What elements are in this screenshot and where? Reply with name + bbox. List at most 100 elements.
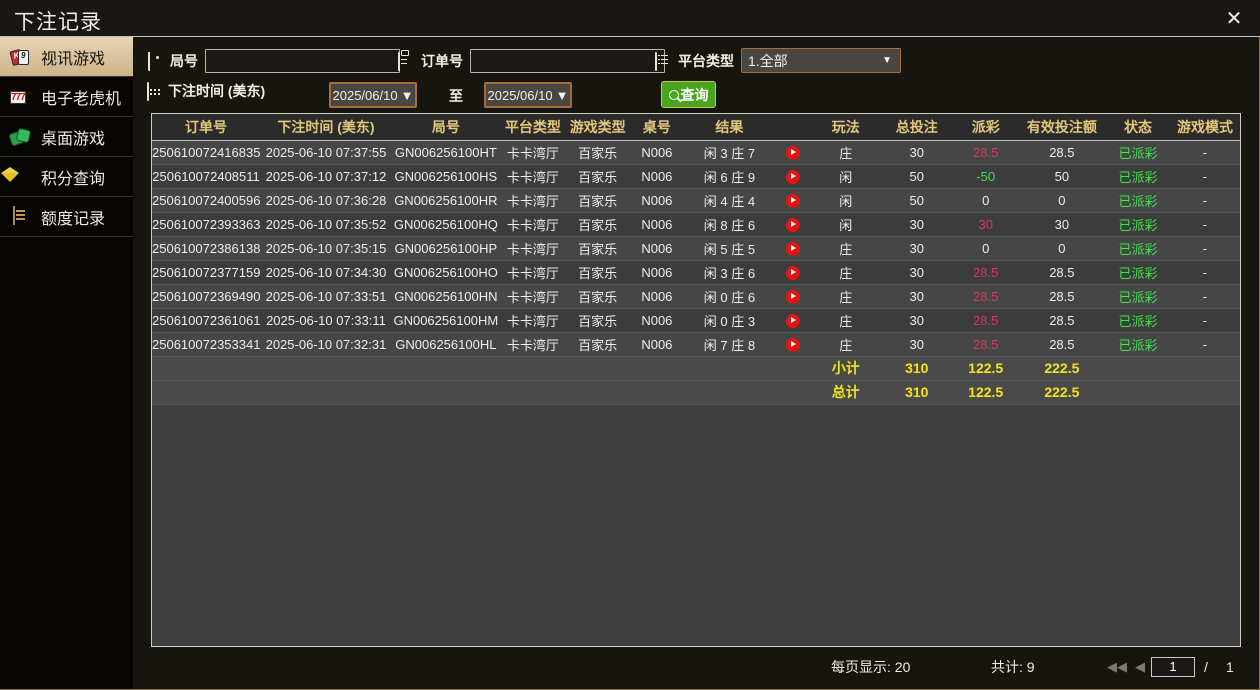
close-icon[interactable]: ✕ [1225,6,1243,30]
cell-valid: 28.5 [1017,284,1107,309]
play-video-button[interactable] [774,212,812,237]
play-icon[interactable] [786,241,801,256]
total-pages-label: 1 [1226,659,1234,675]
cell-game: 百家乐 [565,308,630,333]
cell-play: 庄 [811,140,880,165]
list-icon [655,51,671,71]
cell-payout: 28.5 [953,284,1018,309]
cell-platform: 卡卡湾厅 [499,308,566,333]
play-icon[interactable] [786,313,801,328]
cell-bet: 30 [879,260,954,285]
play-video-button[interactable] [774,164,812,189]
summary-valid: 222.5 [1017,380,1107,405]
sidebar-item-credit-records[interactable]: 额度记录 [0,197,133,237]
cell-round: GN006256100HR [391,188,500,213]
cell-game: 百家乐 [565,284,630,309]
cell-mode: - [1169,140,1240,165]
cell-bet: 30 [879,308,954,333]
platform-type-select[interactable]: 1.全部 ▼ [741,48,901,73]
cell-table: N006 [629,308,685,333]
play-video-button[interactable] [774,188,812,213]
bet-records-table-container[interactable]: 订单号 下注时间 (美东) 局号 平台类型 游戏类型 桌号 结果 玩法 总投注 派彩 有效投注额 状态… [151,113,1241,647]
cell-mode: - [1169,284,1240,309]
sidebar-item-label: 视讯游戏 [41,50,106,68]
sidebar-item-live-games[interactable]: 视讯游戏 [0,37,146,77]
play-icon[interactable] [786,337,801,352]
table-row[interactable]: 250610072416835 2025-06-10 07:37:55 GN0062… [152,140,1240,165]
cell-bet: 50 [879,188,954,213]
query-button-label: 查询 [680,86,709,103]
play-video-button[interactable] [774,260,812,285]
play-icon[interactable] [786,289,801,304]
cell-platform: 卡卡湾厅 [499,212,566,237]
table-row[interactable]: 250610072408511 2025-06-10 07:37:12 GN0062… [152,164,1240,189]
play-icon[interactable] [786,265,801,280]
cell-game: 百家乐 [565,188,630,213]
sidebar-item-slots[interactable]: 777 电子老虎机 [0,77,133,117]
play-video-button[interactable] [774,332,812,357]
cell-payout: 28.5 [953,140,1018,165]
round-input[interactable] [205,49,400,73]
sidebar-item-points-query[interactable]: 积分查询 [0,157,133,197]
cell-valid: 28.5 [1017,260,1107,285]
play-icon[interactable] [786,217,801,232]
table-row[interactable]: 250610072353341 2025-06-10 07:32:31 GN0062… [152,332,1240,357]
page-number-input[interactable]: 1 [1151,657,1195,677]
play-icon[interactable] [786,145,801,160]
play-icon[interactable] [786,193,801,208]
play-icon[interactable] [786,169,801,184]
summary-spacer [152,356,812,381]
cell-result: 闲 7 庄 8 [684,332,775,357]
prev-page-button[interactable]: ◀ [1135,659,1145,674]
cell-status: 已派彩 [1106,332,1170,357]
cell-status: 已派彩 [1106,260,1170,285]
cell-platform: 卡卡湾厅 [499,332,566,357]
column-header: 状态 [1106,114,1170,141]
order-input[interactable] [470,49,665,73]
date-from-picker[interactable]: 2025/06/10 ▼ [329,82,417,108]
date-from-value: 2025/06/10 [332,87,398,103]
summary-valid: 222.5 [1017,356,1107,381]
cell-play: 庄 [811,236,880,261]
cell-game: 百家乐 [565,332,630,357]
summary-bet: 310 [879,380,954,405]
play-video-button[interactable] [774,308,812,333]
cell-status: 已派彩 [1106,140,1170,165]
bet-records-table: 订单号 下注时间 (美东) 局号 平台类型 游戏类型 桌号 结果 玩法 总投注 派彩 有效投注额 状态… [152,114,1240,405]
cell-play: 闲 [811,188,880,213]
cell-time: 2025-06-10 07:35:52 [260,212,392,237]
table-row[interactable]: 250610072393363 2025-06-10 07:35:52 GN0062… [152,212,1240,237]
sidebar-item-table-games[interactable]: 桌面游戏 [0,117,133,157]
cell-valid: 0 [1017,188,1107,213]
date-to-picker[interactable]: 2025/06/10 ▼ [484,82,572,108]
cell-result: 闲 0 庄 3 [684,308,775,333]
play-video-button[interactable] [774,140,812,165]
column-header: 有效投注额 [1017,114,1107,141]
bet-time-label: 下注时间 (美东) [168,83,266,99]
play-video-button[interactable] [774,236,812,261]
cell-mode: - [1169,236,1240,261]
page-separator: / [1204,659,1208,675]
sidebar-item-label: 积分查询 [41,170,106,188]
cell-valid: 30 [1017,212,1107,237]
cell-payout: 28.5 [953,260,1018,285]
play-video-button[interactable] [774,284,812,309]
cell-mode: - [1169,188,1240,213]
query-button[interactable]: 查询 [661,81,716,108]
table-row[interactable]: 250610072400596 2025-06-10 07:36:28 GN0062… [152,188,1240,213]
platform-label: 平台类型 [678,52,734,69]
table-footer: 每页显示: 20 共计: 9 ◀◀ ◀ 1 / 1 ▶ ▶▶ [151,653,1241,681]
table-body: 250610072416835 2025-06-10 07:37:55 GN0062… [152,140,1240,405]
filter-bet-time: 下注时间 (美东) [147,81,265,101]
table-row[interactable]: 250610072361061 2025-06-10 07:33:11 GN0062… [152,308,1240,333]
first-page-button[interactable]: ◀◀ [1107,659,1127,674]
cell-platform: 卡卡湾厅 [499,140,566,165]
next-page-button[interactable]: ▶ [1256,659,1260,675]
table-row[interactable]: 250610072369490 2025-06-10 07:33:51 GN0062… [152,284,1240,309]
clipboard-icon [398,52,414,71]
table-row[interactable]: 250610072386138 2025-06-10 07:35:15 GN0062… [152,236,1240,261]
cell-payout: 30 [953,212,1018,237]
round-label: 局号 [170,53,198,69]
table-row[interactable]: 250610072377159 2025-06-10 07:34:30 GN0062… [152,260,1240,285]
